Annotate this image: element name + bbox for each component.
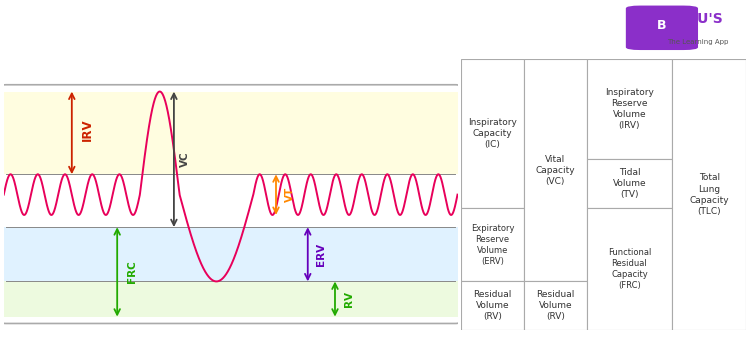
FancyBboxPatch shape xyxy=(460,58,748,332)
Bar xyxy=(586,208,672,330)
Text: VC: VC xyxy=(180,152,190,167)
Text: The Learning App: The Learning App xyxy=(668,39,729,45)
Bar xyxy=(4,227,458,317)
Bar xyxy=(461,208,524,281)
Text: Expiratory
Reserve
Volume
(ERV): Expiratory Reserve Volume (ERV) xyxy=(471,224,514,266)
Bar xyxy=(586,159,672,208)
Bar xyxy=(524,59,586,281)
Text: LUNG'S VOLUMES AND CAPACITIES: LUNG'S VOLUMES AND CAPACITIES xyxy=(11,21,432,40)
Bar xyxy=(461,281,524,330)
Bar xyxy=(461,59,524,208)
Bar xyxy=(4,281,458,317)
Text: Total
Lung
Capacity
(TLC): Total Lung Capacity (TLC) xyxy=(689,174,729,216)
Text: Functional
Residual
Capacity
(FRC): Functional Residual Capacity (FRC) xyxy=(608,248,651,290)
Text: Vital
Capacity
(VC): Vital Capacity (VC) xyxy=(536,155,575,186)
Text: RV: RV xyxy=(344,291,353,307)
Text: ERV: ERV xyxy=(316,243,326,266)
Text: VT: VT xyxy=(284,187,295,202)
Bar xyxy=(524,281,586,330)
Text: FRC: FRC xyxy=(127,261,136,283)
Bar xyxy=(672,59,746,330)
Bar xyxy=(4,92,458,174)
Bar xyxy=(586,59,672,159)
Text: BYJU'S: BYJU'S xyxy=(673,12,724,27)
Text: B: B xyxy=(657,19,667,32)
Text: Inspiratory
Capacity
(IC): Inspiratory Capacity (IC) xyxy=(468,118,517,149)
Text: Inspiratory
Reserve
Volume
(IRV): Inspiratory Reserve Volume (IRV) xyxy=(605,88,654,130)
Text: IRV: IRV xyxy=(81,119,94,142)
Bar xyxy=(4,281,458,317)
Text: Residual
Volume
(RV): Residual Volume (RV) xyxy=(536,290,574,321)
Text: Residual
Volume
(RV): Residual Volume (RV) xyxy=(473,290,512,321)
Text: Tidal
Volume
(TV): Tidal Volume (TV) xyxy=(613,168,646,200)
FancyBboxPatch shape xyxy=(626,5,698,50)
